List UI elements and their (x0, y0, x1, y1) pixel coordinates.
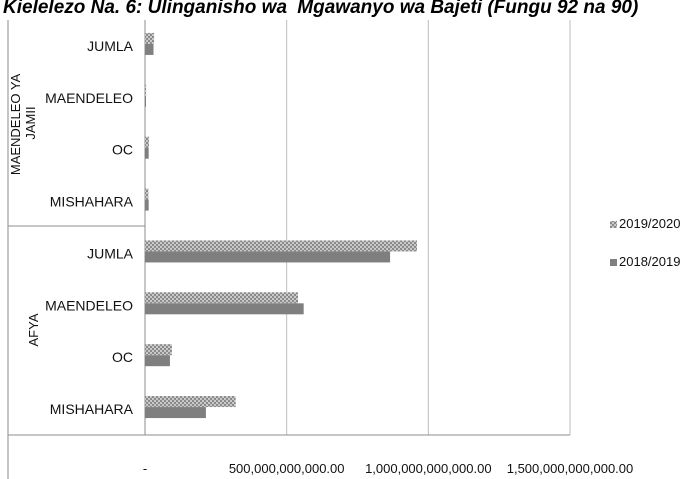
bar-2019-2020-jumla (145, 32, 155, 44)
bar-2018-2019-maendeleo (145, 95, 146, 107)
x-tick-label: 500,000,000,000.00 (229, 461, 345, 476)
category-label-mishahara: MISHAHARA (50, 194, 134, 210)
bar-2019-2020-jumla (145, 240, 417, 252)
group-label-maendeleo-ya-jamii: MAENDELEO YA JAMII (8, 71, 38, 175)
category-labels: MISHAHARA OC MAENDELEO JUMLA MISHAHARA OC MAEN… (45, 38, 134, 417)
chart-title-main: Mgawanyo wa Bajeti (Fungu 92 na 90) (297, 0, 638, 18)
gridlines (144, 20, 571, 436)
category-label-oc: OC (112, 349, 133, 365)
chart-title: Kielelezo Na. 6: Ulinganisho wa Mgawanyo… (3, 0, 638, 18)
x-tick-label: - (143, 461, 147, 476)
legend: 2019/2020 2018/2019 (610, 216, 680, 269)
bar-2018-2019-oc (145, 355, 170, 367)
category-label-jumla: JUMLA (87, 245, 134, 261)
group-label-afya: AFYA (26, 313, 41, 346)
x-axis-ticks: - 500,000,000,000.00 1,000,000,000,000.00 1… (143, 461, 633, 476)
bar-2019-2020-maendeleo (145, 292, 298, 304)
category-label-oc: OC (112, 142, 133, 158)
x-tick-label: 1,500,000,000,000.00 (507, 461, 634, 476)
bar-2018-2019-maendeleo (145, 303, 304, 315)
category-label-maendeleo: MAENDELEO (45, 90, 133, 106)
category-label-mishahara: MISHAHARA (50, 401, 134, 417)
bar-2019-2020-mishahara (145, 396, 236, 408)
bars (145, 32, 417, 419)
bar-2018-2019-mishahara (145, 407, 206, 419)
bar-2019-2020-mishahara (145, 188, 149, 200)
legend-label-2019-2020: 2019/2020 (619, 216, 680, 231)
bar-2018-2019-jumla (145, 43, 154, 55)
chart-title-prefix: Kielelezo Na. 6: Ulinganisho wa (3, 0, 287, 18)
bar-2018-2019-jumla (145, 251, 391, 263)
bar-2018-2019-oc (145, 147, 149, 159)
category-label-maendeleo: MAENDELEO (45, 297, 133, 313)
legend-label-2018-2019: 2018/2019 (619, 254, 680, 269)
bar-2019-2020-oc (145, 344, 172, 356)
category-label-jumla: JUMLA (87, 38, 134, 54)
x-tick-label: 1,000,000,000,000.00 (365, 461, 492, 476)
legend-swatch-2018-2019 (610, 259, 617, 266)
bar-2019-2020-maendeleo (145, 84, 147, 96)
bar-2019-2020-oc (145, 136, 149, 148)
legend-swatch-2019-2020 (610, 221, 617, 228)
bar-2018-2019-mishahara (145, 199, 149, 211)
